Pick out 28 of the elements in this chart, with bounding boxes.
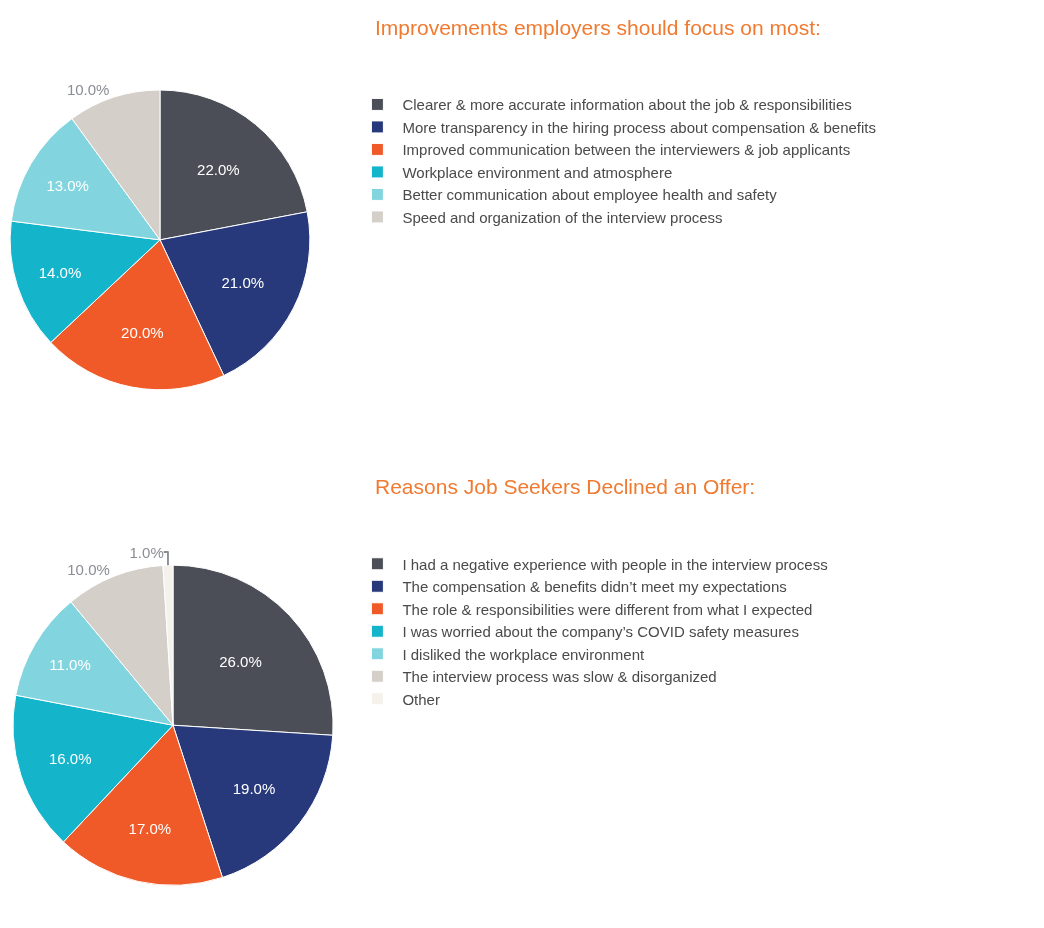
data-label: 20.0% [121,324,164,342]
legend-label: Better communication about employee health and safety [402,186,778,204]
legend-label: Workplace environment and atmosphere [402,163,673,181]
legend-label: The compensation & benefits didn’t meet my expectations [402,578,787,596]
legend-label: Speed and organization of the interview process [402,208,723,226]
legend-label: Clearer & more accurate information about the job & responsibilities [402,96,852,114]
data-label: 11.0% [49,655,91,673]
data-label: 22.0% [197,160,240,178]
data-label: 21.0% [221,273,265,291]
data-label: 10.0% [66,81,110,99]
data-label: 16.0% [48,750,92,768]
data-label: 14.0% [38,263,82,281]
data-label: 26.0% [219,653,262,671]
legend-label: Improved communication between the interviewers & job applicants [402,141,851,159]
data-label: 10.0% [67,560,110,578]
legend-label: Other [402,690,440,708]
legend-label: The role & responsibilities were different from what I expected [402,600,813,618]
legend-label: The interview process was slow & disorganized [402,668,717,686]
chart-title: Improvements employers should focus on most: [375,16,821,39]
legend-label: More transparency in the hiring process about compensation & benefits [402,118,877,136]
legend-label: I was worried about the company’s COVID safety measures [402,623,799,641]
data-label: 17.0% [128,820,172,838]
data-label: 1.0% [129,543,164,561]
data-label: 19.0% [232,779,276,797]
data-label: 13.0% [46,176,89,194]
chart-title: Reasons Job Seekers Declined an Offer: [375,475,756,498]
legend-label: I disliked the workplace environment [402,645,646,663]
legend-label: I had a negative experience with people in the interview process [402,555,828,573]
